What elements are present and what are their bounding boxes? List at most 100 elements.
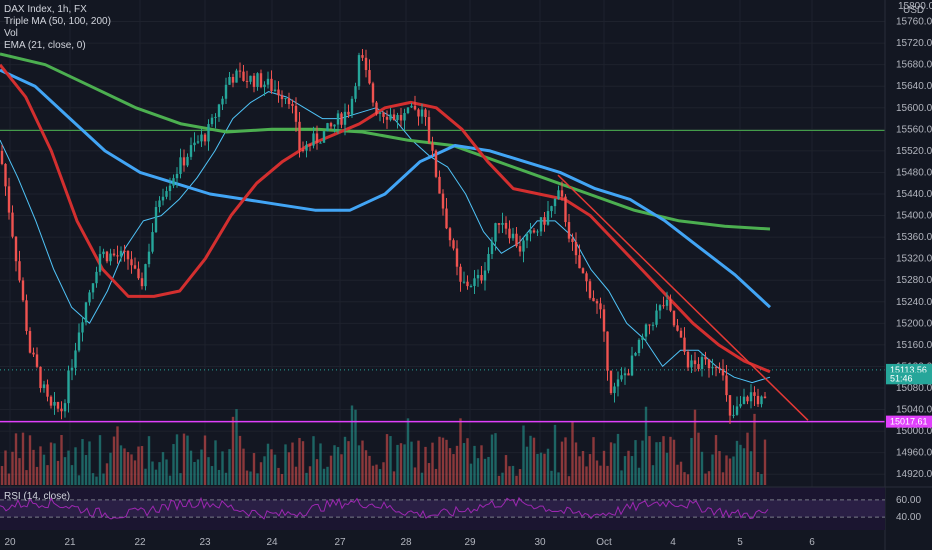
volume-bar [728, 458, 732, 485]
rsi-level-label: 60.00 [896, 495, 921, 506]
volume-bar [189, 450, 193, 485]
candle-body [546, 211, 550, 225]
price-axis[interactable]: 14920.00 14960.00 15000.00 15040.00 15080.00… [884, 0, 932, 550]
volume-bar [539, 452, 543, 485]
candle-body [679, 330, 683, 338]
candle-body [574, 242, 578, 256]
volume-bar [707, 471, 711, 485]
candle-body [571, 238, 574, 243]
candle-body [662, 305, 665, 307]
candle-body [221, 98, 224, 105]
volume-bar [609, 442, 613, 485]
volume-bar [462, 443, 466, 485]
volume-bar [238, 435, 242, 485]
volume-bar [599, 465, 602, 485]
legend-symbol[interactable]: DAX Index, 1h, FX [4, 4, 87, 15]
volume-bar [546, 448, 550, 485]
price-label: 15360.00 [896, 232, 932, 243]
volume-bar [67, 450, 70, 485]
candle-body [550, 206, 553, 212]
volume-bar [305, 472, 308, 485]
legend-vol[interactable]: Vol [4, 28, 18, 39]
volume-bar [109, 452, 112, 485]
volume-bar [147, 436, 151, 485]
candle-body [578, 255, 581, 269]
candle-body [592, 297, 595, 302]
volume-bar [662, 436, 665, 485]
volume-bar [627, 450, 630, 485]
volume-bar [574, 442, 578, 485]
volume-bar [634, 440, 637, 485]
candle-body [452, 240, 455, 249]
volume-bar [116, 426, 119, 485]
candle-body [273, 89, 277, 92]
volume-bar [536, 453, 539, 485]
candle-body [564, 196, 567, 223]
trendline[interactable] [557, 174, 809, 421]
volume-bar [294, 466, 298, 485]
volume-bar [655, 442, 658, 485]
volume-bar [742, 448, 746, 485]
volume-bar [721, 472, 725, 485]
volume-bar [308, 466, 312, 485]
candle-body [529, 230, 532, 234]
candle-body [543, 217, 546, 225]
price-label: 15720.00 [896, 38, 932, 49]
price-label: 15320.00 [896, 254, 932, 265]
volume-bar [564, 437, 567, 485]
volume-bar [466, 438, 469, 485]
candle-body [602, 309, 606, 332]
volume-bar [427, 463, 431, 485]
candle-body [333, 124, 336, 127]
candle-body [291, 104, 294, 106]
volume-bar [245, 470, 249, 485]
rsi-level-label: 40.00 [896, 512, 921, 523]
time-axis[interactable]: 20 21 22 23 24 27 28 29 30 Oct 4 5 6 [4, 537, 815, 548]
volume-bar [613, 443, 616, 485]
volume-bar [413, 467, 417, 485]
volume-bar [441, 437, 445, 485]
volume-bar [252, 453, 256, 485]
volume-bar [641, 440, 644, 485]
legend-ema[interactable]: EMA (21, close, 0) [4, 40, 86, 51]
candle-body [651, 324, 655, 326]
volume-bar [630, 456, 634, 485]
legend-rsi[interactable]: RSI (14, close) [4, 491, 71, 502]
volume-bar [319, 443, 322, 485]
volume-bar [207, 457, 210, 485]
volume-bar [389, 436, 392, 485]
moving-averages [0, 52, 772, 384]
legend-triple-ma[interactable]: Triple MA (50, 100, 200) [4, 16, 111, 27]
volume-bar [504, 455, 508, 485]
volume-bar [420, 472, 424, 485]
rsi-pane: 60.00 40.00 [0, 486, 932, 530]
volume-bar [543, 453, 546, 485]
price-label: 15000.00 [896, 426, 932, 437]
volume-bar [431, 442, 434, 485]
volume-bar [497, 475, 501, 485]
candle-body [294, 105, 298, 122]
volume-bar [672, 439, 676, 485]
time-label: 24 [266, 537, 278, 548]
candle-body [756, 395, 760, 405]
candle-body [147, 251, 151, 265]
candle-body [392, 114, 396, 121]
volume-bar [679, 461, 683, 485]
volume-bar [375, 464, 378, 485]
volume-bar [382, 462, 385, 485]
candle-body [739, 403, 742, 407]
volume-bar [525, 446, 529, 485]
volume-bar [137, 446, 140, 485]
volume-bar [595, 460, 599, 485]
volume-bar [105, 463, 109, 485]
volume-bar [648, 436, 651, 485]
volume-bar [494, 433, 497, 485]
volume-bar [210, 466, 214, 485]
candle-body [445, 208, 448, 229]
volume-bar [438, 436, 441, 485]
candle-body [305, 144, 308, 151]
candle-body [515, 233, 518, 247]
volume-bar [469, 463, 473, 485]
